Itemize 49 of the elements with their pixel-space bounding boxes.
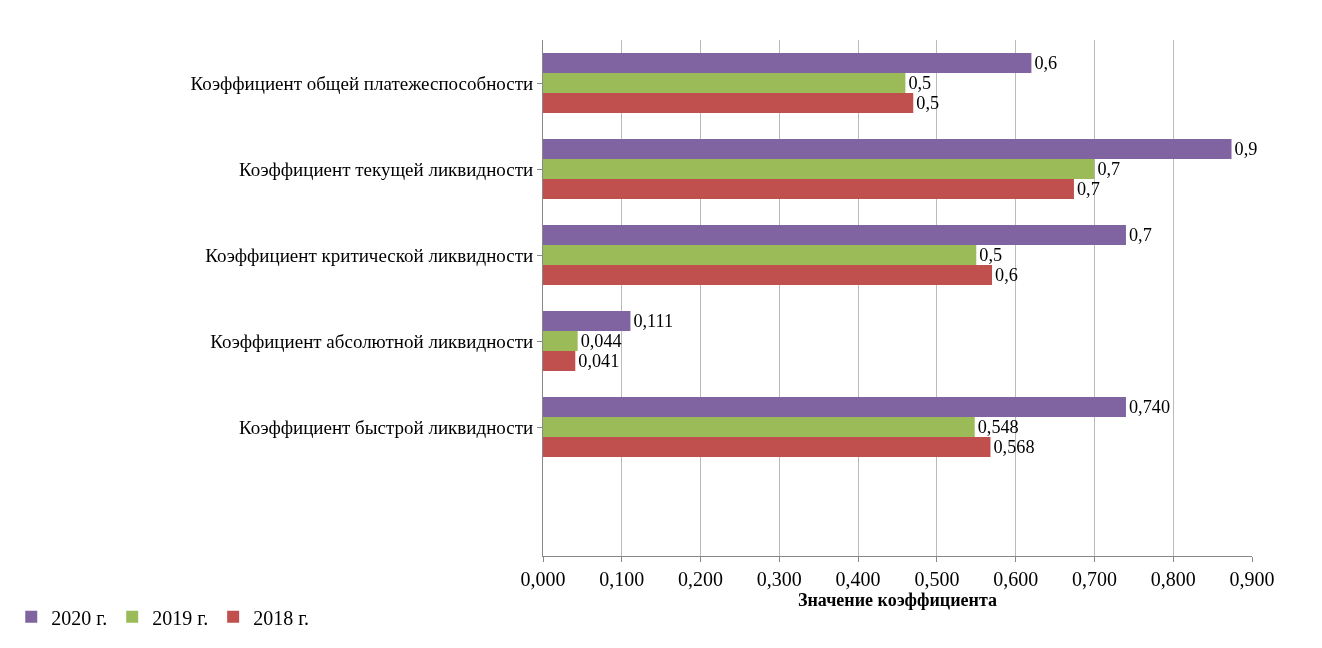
x-tick-label: 0,100 (599, 568, 645, 590)
x-tick-label: 0,800 (1150, 568, 1196, 590)
bar (543, 93, 914, 114)
x-tick-label: 0,900 (1229, 568, 1275, 590)
y-tick-label: Коэффициент общей платежеспособности (190, 72, 534, 94)
data-label: 0,5 (916, 93, 940, 114)
data-label: 0,5 (908, 73, 932, 94)
legend-label: 2018 г. (253, 606, 310, 629)
bar (543, 330, 578, 352)
x-tick-label: 0,200 (678, 568, 724, 590)
bar (543, 72, 906, 94)
bar (543, 416, 975, 438)
bar (543, 437, 991, 458)
bar (543, 396, 1126, 417)
data-label: 0,740 (1128, 397, 1170, 418)
y-tick-label: Коэффициент текущей ликвидности (239, 158, 534, 180)
x-tick-label: 0,700 (1071, 568, 1117, 590)
x-tick-label: 0,400 (835, 568, 881, 590)
bar (543, 244, 977, 266)
data-label: 0,6 (1034, 53, 1058, 74)
data-label: 0,7 (1097, 159, 1121, 180)
y-tick-label: Коэффициент быстрой ликвидности (238, 416, 534, 438)
bar (543, 265, 993, 286)
bar (543, 138, 1232, 159)
data-label: 0,6 (995, 265, 1018, 286)
x-axis-title: Значение коэффициента (798, 590, 997, 610)
x-tick-label: 0,300 (756, 568, 802, 590)
y-tick-label: Коэффициент критической ликвидности (205, 244, 534, 266)
data-label: 0,9 (1234, 139, 1258, 160)
x-tick-label: 0,600 (993, 568, 1039, 590)
bar (543, 351, 576, 372)
data-label: 0,5 (979, 245, 1003, 266)
x-tick-label: 0,500 (914, 568, 960, 590)
data-label: 0,568 (993, 437, 1035, 458)
bar (543, 224, 1126, 245)
bar (543, 310, 631, 331)
legend-label: 2019 г. (152, 606, 209, 629)
data-label: 0,7 (1128, 225, 1152, 246)
data-label: 0,044 (580, 331, 622, 352)
data-label: 0,111 (633, 311, 674, 332)
data-label: 0,7 (1076, 179, 1100, 200)
bar (543, 158, 1095, 180)
data-label: 0,041 (578, 351, 620, 372)
y-tick-label: Коэффициент абсолютной ликвидности (210, 330, 534, 352)
bar (543, 52, 1032, 73)
legend-label: 2020 г. (51, 606, 108, 629)
data-label: 0,548 (977, 417, 1019, 438)
bar (543, 179, 1074, 200)
x-tick-label: 0,000 (520, 568, 566, 590)
